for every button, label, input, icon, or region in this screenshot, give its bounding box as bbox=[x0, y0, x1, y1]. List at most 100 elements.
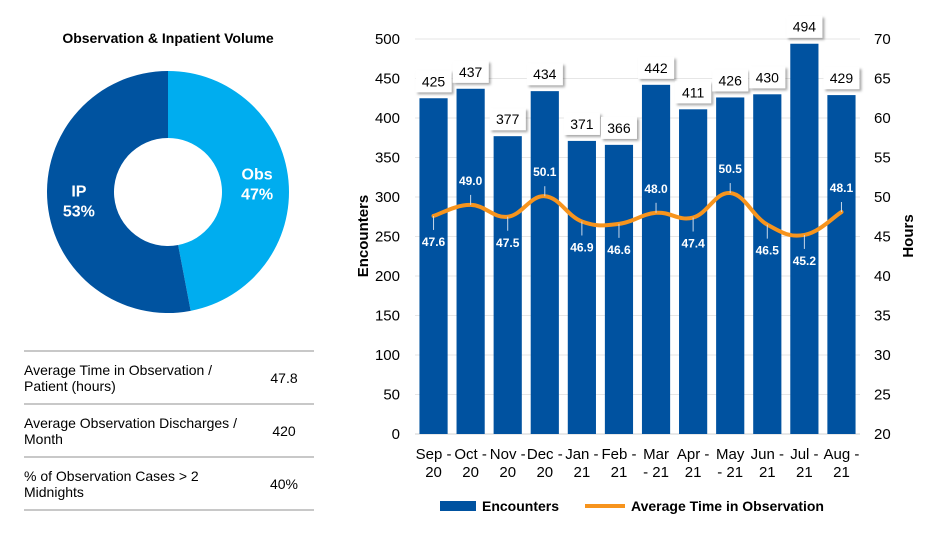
line-data-label: 47.4 bbox=[681, 237, 705, 251]
bar bbox=[456, 88, 485, 435]
x-tick-label: Jan - bbox=[565, 446, 598, 463]
legend-item-encounters: Encounters bbox=[440, 498, 559, 514]
y-tick-label: 500 bbox=[375, 31, 400, 48]
x-tick-label: Nov - bbox=[490, 446, 526, 463]
line-data-label: 47.5 bbox=[496, 236, 520, 250]
x-tick-label: Jul - bbox=[790, 446, 818, 463]
y2-tick-label: 30 bbox=[874, 347, 891, 364]
bar-data-label: 371 bbox=[570, 116, 594, 132]
donut-chart: Obs 47% IP 53% bbox=[46, 71, 289, 313]
stats-table: Average Time in Observation / Patient (h… bbox=[24, 350, 314, 511]
y2-axis-title: Hours bbox=[900, 214, 917, 257]
x-tick-label: Apr - bbox=[677, 446, 710, 463]
bar-data-label: 437 bbox=[459, 64, 483, 80]
combo-chart: 0 50 100 150 200 250 300 350 400 450 500 20 25 30 35 40… bbox=[355, 15, 917, 481]
y-tick-label: 400 bbox=[375, 110, 400, 127]
stat-label: Average Time in Observation / Patient (h… bbox=[24, 361, 213, 394]
bar-data-label: 411 bbox=[682, 84, 705, 100]
bar-data-label: 426 bbox=[719, 72, 743, 88]
bar-label-box bbox=[638, 56, 675, 79]
x-tick-label: Mar bbox=[643, 446, 669, 463]
legend-label: Encounters bbox=[482, 498, 560, 514]
bar bbox=[604, 144, 634, 435]
legend-label: Average Time in Observation bbox=[631, 498, 824, 514]
bar-data-label: 442 bbox=[644, 60, 668, 76]
line-data-label: 46.9 bbox=[570, 240, 594, 254]
bar bbox=[530, 91, 559, 434]
x-tick-label: Sep - bbox=[416, 446, 452, 463]
y2-tick-label: 40 bbox=[874, 268, 891, 285]
y2-tick-label: 65 bbox=[874, 71, 891, 88]
x-tick-label: 21 bbox=[796, 464, 813, 481]
bar bbox=[419, 98, 448, 434]
bar-label-box bbox=[786, 15, 823, 38]
x-tick-label: 21 bbox=[759, 464, 776, 481]
legend-swatch-line bbox=[585, 504, 626, 508]
bar-label-box bbox=[712, 69, 749, 92]
line-data-label: 47.6 bbox=[422, 235, 446, 249]
y2-tick-label: 35 bbox=[874, 308, 891, 325]
x-tick-label: Feb - bbox=[601, 446, 636, 463]
bar bbox=[679, 109, 708, 434]
stat-value: 420 bbox=[272, 422, 296, 439]
y-axis-title: Encounters bbox=[355, 195, 372, 278]
bar bbox=[716, 97, 745, 435]
bar bbox=[567, 140, 596, 434]
y2-tick-label: 55 bbox=[874, 150, 891, 167]
x-tick-label: 21 bbox=[611, 464, 628, 481]
bar-data-label: 425 bbox=[422, 73, 446, 89]
y2-tick-label: 25 bbox=[874, 387, 891, 404]
bar bbox=[753, 94, 782, 435]
y2-tick-label: 60 bbox=[874, 110, 891, 127]
stat-value: 47.8 bbox=[270, 369, 298, 386]
bar-data-label: 366 bbox=[607, 120, 631, 136]
y-tick-label: 50 bbox=[383, 387, 400, 404]
stat-value: 40% bbox=[269, 475, 299, 492]
y2-tick-label: 45 bbox=[874, 229, 891, 246]
bar-label-box bbox=[526, 63, 563, 86]
bar bbox=[641, 84, 671, 434]
line-data-label: 48.1 bbox=[830, 181, 854, 195]
legend-swatch-bar bbox=[440, 501, 476, 511]
x-tick-label: 20 bbox=[536, 464, 553, 481]
bar-label-box bbox=[600, 116, 637, 139]
bar-label-box bbox=[452, 60, 489, 83]
bar-data-label: 377 bbox=[496, 111, 520, 127]
y2-tick-label: 20 bbox=[874, 426, 891, 443]
x-tick-label: May bbox=[716, 446, 745, 463]
x-tick-label: 20 bbox=[499, 464, 516, 481]
y-tick-label: 200 bbox=[375, 268, 400, 285]
bar-label-box bbox=[749, 66, 786, 89]
y-tick-label: 350 bbox=[375, 150, 400, 167]
bar-label-box bbox=[563, 112, 600, 135]
x-tick-label: 21 bbox=[574, 464, 591, 481]
y-tick-label: 300 bbox=[375, 189, 400, 206]
bar bbox=[827, 95, 856, 434]
bar-label-box bbox=[675, 81, 712, 104]
x-tick-label: 20 bbox=[425, 464, 442, 481]
bar-data-label: 434 bbox=[533, 66, 557, 82]
x-tick-label: Oct - bbox=[454, 446, 487, 463]
donut-label: IP bbox=[71, 183, 86, 200]
stat-row-avg-time: Average Time in Observation / Patient (h… bbox=[24, 350, 314, 403]
donut-percent: 47% bbox=[241, 187, 273, 204]
legend-item-avg-time: Average Time in Observation bbox=[585, 498, 824, 514]
bar-data-label: 430 bbox=[756, 69, 780, 85]
donut-slice-ip bbox=[46, 71, 191, 313]
x-tick-label: 21 bbox=[833, 464, 850, 481]
bar-data-label: 429 bbox=[830, 70, 854, 86]
line-data-label: 46.6 bbox=[607, 243, 631, 257]
y2-tick-label: 70 bbox=[874, 31, 891, 48]
chart-legend: Encounters Average Time in Observation bbox=[440, 498, 850, 514]
y2-tick-label: 50 bbox=[874, 189, 891, 206]
y-tick-label: 0 bbox=[392, 426, 400, 443]
bar-label-box bbox=[823, 67, 860, 90]
line-data-label: 49.0 bbox=[459, 174, 483, 188]
y-tick-label: 150 bbox=[375, 308, 400, 325]
stat-label: Average Observation Discharges / Month bbox=[24, 414, 237, 447]
x-tick-label: - 21 bbox=[643, 464, 669, 481]
line-data-label: 48.0 bbox=[644, 182, 668, 196]
stat-row-avg-discharges: Average Observation Discharges / Month 4… bbox=[24, 403, 314, 456]
x-tick-label: Dec - bbox=[527, 446, 563, 463]
y-tick-label: 250 bbox=[375, 229, 400, 246]
